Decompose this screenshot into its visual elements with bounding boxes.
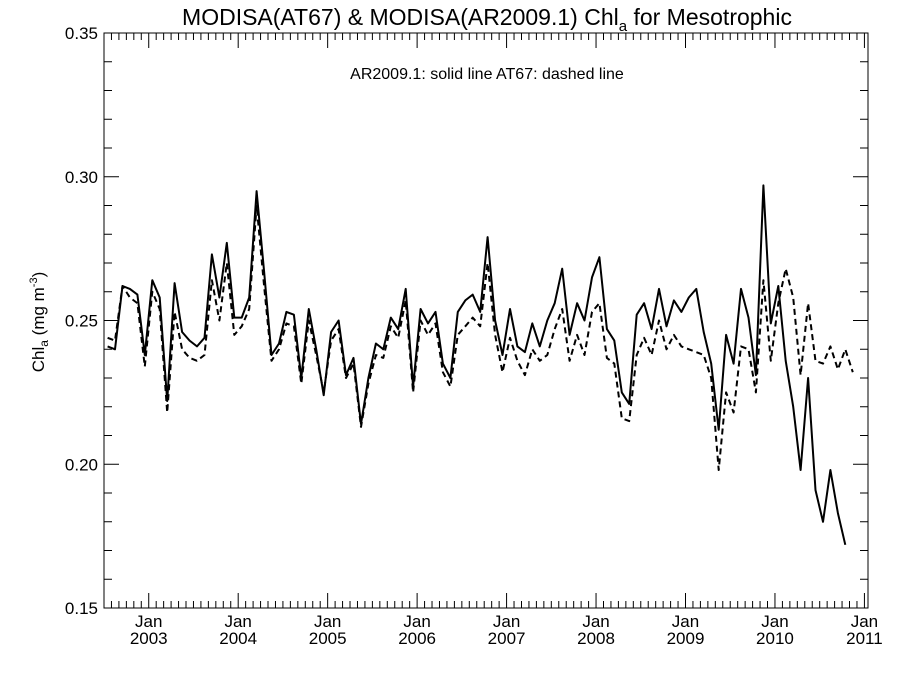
x-tick-year-label: 2008 — [577, 629, 615, 648]
x-axis-ticks: Jan2003Jan2004Jan2005Jan2006Jan2007Jan20… — [103, 33, 883, 648]
x-tick-year-label: 2004 — [219, 629, 257, 648]
y-tick-label: 0.30 — [65, 168, 98, 187]
x-tick-month-label: Jan — [851, 612, 878, 631]
x-tick-month-label: Jan — [314, 612, 341, 631]
x-tick-month-label: Jan — [493, 612, 520, 631]
y-axis-label: Chla (mg m-3) — [28, 272, 51, 373]
series-line-ar2009-1 — [107, 184, 847, 546]
x-tick-year-label: 2006 — [398, 629, 436, 648]
chart-title: MODISA(AT67) & MODISA(AR2009.1) Chla for… — [182, 4, 792, 35]
x-tick-month-label: Jan — [761, 612, 788, 631]
line-style-annotation: AR2009.1: solid line AT67: dashed line — [350, 66, 624, 83]
x-tick-month-label: Jan — [224, 612, 251, 631]
y-tick-label: 0.35 — [65, 24, 98, 43]
y-axis-label-units: (mg m — [29, 287, 48, 340]
y-tick-label: 0.25 — [65, 312, 98, 331]
y-axis-label-close: ) — [29, 272, 48, 278]
y-axis-ticks: 0.15 0.20 0.25 0.30 0.35 — [65, 24, 868, 618]
series-line-at67 — [107, 204, 854, 471]
x-tick-month-label: Jan — [582, 612, 609, 631]
x-tick-month-label: Jan — [403, 612, 430, 631]
x-tick-year-label: 2009 — [667, 629, 705, 648]
y-axis-label-subscript: a — [37, 340, 51, 347]
svg-text:Chla (mg m-3): Chla (mg m-3) — [28, 272, 51, 373]
series-layer — [107, 184, 854, 546]
x-tick-year-label: 2003 — [130, 629, 168, 648]
chart-title-subscript: a — [619, 18, 628, 35]
x-tick-year-label: 2007 — [488, 629, 526, 648]
y-tick-label: 0.15 — [65, 599, 98, 618]
chart-title-tail: for Mesotrophic — [627, 4, 792, 30]
x-tick-year-label: 2010 — [756, 629, 794, 648]
x-tick-year-label: 2011 — [846, 629, 883, 648]
y-axis-label-main: Chl — [29, 347, 48, 373]
plot-frame — [103, 32, 869, 609]
chart-title-main: MODISA(AT67) & MODISA(AR2009.1) Chl — [182, 4, 619, 30]
y-tick-label: 0.20 — [65, 455, 98, 474]
x-tick-month-label: Jan — [672, 612, 699, 631]
x-tick-year-label: 2005 — [309, 629, 347, 648]
y-axis-label-exponent: -3 — [28, 277, 40, 287]
x-tick-month-label: Jan — [135, 612, 162, 631]
